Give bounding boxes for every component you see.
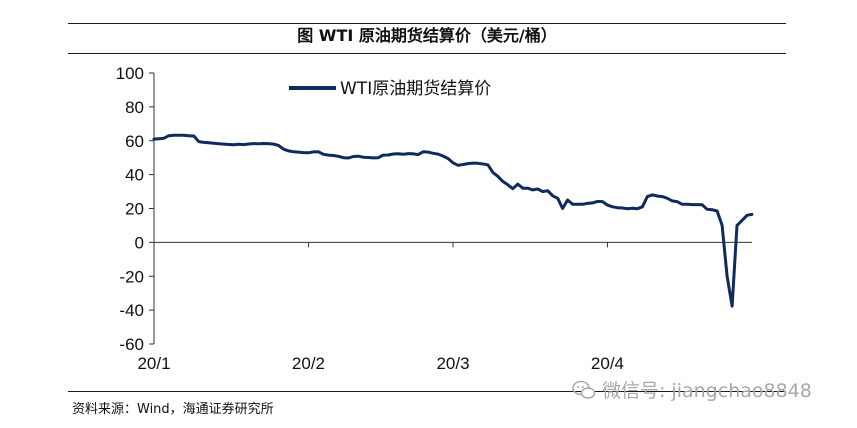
watermark-text: 微信号: jiangchao8848	[602, 380, 812, 402]
y-tick-label: -40	[119, 301, 144, 320]
title-top-rule	[68, 23, 786, 24]
y-tick-label: -20	[119, 267, 144, 286]
legend-label: WTI原油期货结算价	[340, 79, 491, 99]
series-line	[152, 133, 754, 308]
x-tick-label: 20/2	[292, 354, 325, 373]
legend: WTI原油期货结算价	[289, 79, 491, 99]
series-layer	[152, 133, 754, 308]
y-tick-label: -60	[119, 335, 144, 354]
title-bottom-rule	[68, 53, 786, 54]
y-tick-label: 80	[125, 98, 144, 117]
y-tick-label: 0	[135, 233, 144, 252]
y-tick-label: 40	[125, 166, 144, 185]
watermark: 微信号: jiangchao8848	[572, 376, 812, 403]
y-tick-label: 60	[125, 132, 144, 151]
source-note: 资料来源：Wind，海通证券研究所	[72, 402, 274, 417]
x-tick-label: 20/1	[137, 354, 170, 373]
y-tick-label: 100	[116, 64, 144, 83]
chart-title: 图 WTI 原油期货结算价（美元/桶）	[297, 26, 557, 45]
y-tick-label: 20	[125, 200, 144, 219]
x-tick-label: 20/4	[591, 354, 624, 373]
chart-axes	[149, 72, 752, 345]
x-tick-label: 20/3	[436, 354, 469, 373]
wechat-icon	[572, 380, 596, 399]
source-top-rule	[68, 391, 786, 392]
